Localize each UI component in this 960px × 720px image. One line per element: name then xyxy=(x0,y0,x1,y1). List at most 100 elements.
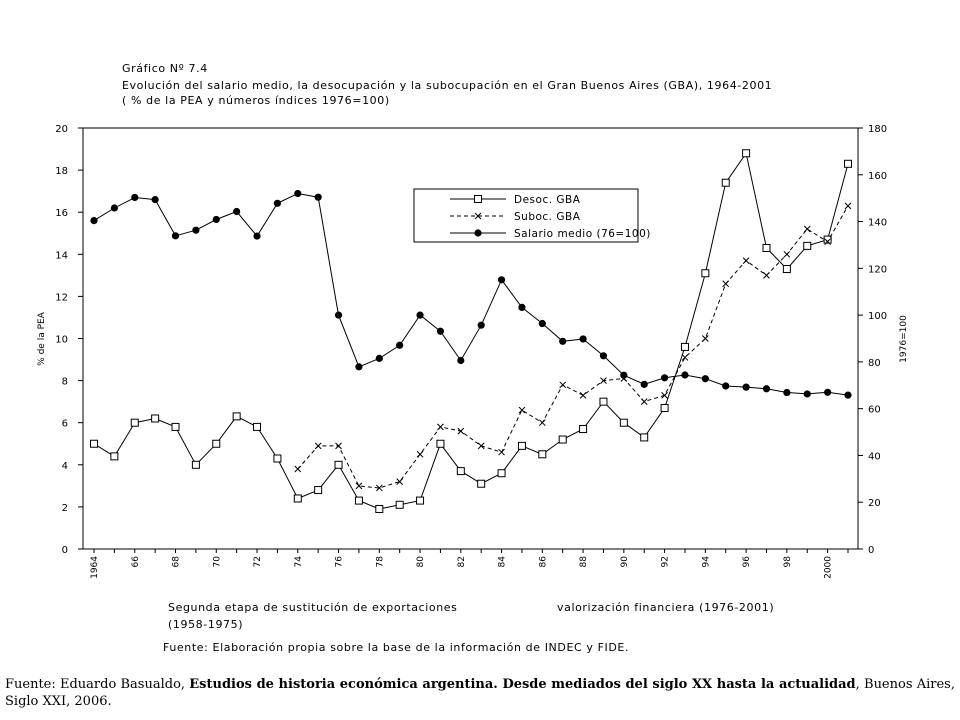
data-point-desoc xyxy=(90,439,98,448)
data-point-suboc xyxy=(803,225,811,233)
data-point-salario xyxy=(110,204,118,212)
y-right-tick-label: 40 xyxy=(868,451,881,462)
data-point-desoc xyxy=(456,467,465,476)
data-point-desoc xyxy=(110,452,119,461)
y-left-tick-label: 14 xyxy=(55,250,68,261)
legend-swatch-square xyxy=(474,195,482,203)
data-point-suboc xyxy=(640,398,648,406)
data-point-suboc xyxy=(294,465,302,473)
data-point-desoc xyxy=(253,422,262,431)
data-point-desoc xyxy=(701,269,710,278)
chart-title-line2: Evolución del salario medio, la desocupa… xyxy=(122,79,772,92)
legend-swatch-x xyxy=(474,212,482,220)
data-point-salario xyxy=(192,226,200,234)
data-point-desoc xyxy=(762,243,771,252)
caption-prefix: Fuente: Eduardo Basualdo, xyxy=(5,677,190,692)
data-point-desoc xyxy=(171,422,180,431)
data-point-salario xyxy=(273,199,282,207)
caption-suffix: , Buenos Aires, Siglo XXI, 2006. xyxy=(5,677,955,709)
data-point-desoc xyxy=(395,500,404,509)
data-point-salario xyxy=(660,374,669,382)
data-point-desoc xyxy=(273,454,282,463)
data-point-salario xyxy=(314,193,322,201)
y-left-tick-label: 8 xyxy=(62,377,68,388)
data-point-salario xyxy=(436,327,445,335)
data-point-suboc xyxy=(375,484,383,492)
data-point-salario xyxy=(457,356,465,365)
legend-label: Suboc. GBA xyxy=(514,211,581,223)
x-tick-label: 92 xyxy=(661,556,671,567)
x-tick-label: 98 xyxy=(783,556,793,568)
x-tick-label: 1964 xyxy=(90,556,100,579)
y-right-tick-label: 20 xyxy=(868,498,881,509)
data-point-suboc xyxy=(518,406,526,414)
data-point-desoc xyxy=(599,397,608,406)
data-point-suboc xyxy=(457,427,465,435)
data-point-salario xyxy=(497,276,506,284)
data-point-desoc xyxy=(354,496,363,505)
data-point-salario xyxy=(538,319,546,328)
x-tick-label: 84 xyxy=(498,556,508,568)
legend-label: Desoc. GBA xyxy=(514,194,581,206)
chart-title-line3: ( % de la PEA y números índices 1976=100… xyxy=(122,94,390,107)
x-tick-label: 72 xyxy=(253,556,263,567)
data-point-salario xyxy=(131,193,139,202)
y-left-tick-label: 20 xyxy=(55,124,68,135)
data-point-desoc xyxy=(497,469,506,478)
data-point-salario xyxy=(334,311,343,319)
data-point-desoc xyxy=(619,418,628,427)
data-point-desoc xyxy=(334,460,343,469)
data-point-suboc xyxy=(579,391,587,399)
data-point-desoc xyxy=(660,403,669,412)
period-label-1-line2: (1958-1975) xyxy=(168,618,243,631)
data-point-desoc xyxy=(416,496,425,505)
data-point-salario xyxy=(396,341,404,349)
data-point-salario xyxy=(844,391,852,399)
y-right-tick-label: 180 xyxy=(868,124,887,135)
data-point-suboc xyxy=(396,478,404,485)
x-tick-label: 2000 xyxy=(824,556,834,579)
data-point-desoc xyxy=(558,435,567,444)
data-point-desoc xyxy=(844,159,852,168)
data-point-suboc xyxy=(661,391,668,399)
data-point-salario xyxy=(803,390,811,398)
series-line-2 xyxy=(297,205,849,489)
legend-swatch-dot xyxy=(474,229,482,237)
data-point-desoc xyxy=(782,265,791,274)
plot-marks xyxy=(90,149,852,514)
data-point-suboc xyxy=(538,419,546,427)
x-tick-label: 94 xyxy=(701,556,711,568)
data-point-salario xyxy=(171,232,180,240)
y-left-tick-label: 0 xyxy=(62,545,68,556)
data-point-suboc xyxy=(355,482,363,490)
legend: Desoc. GBA Suboc. GBA Salario medio (76=10… xyxy=(413,188,650,243)
data-point-desoc xyxy=(436,439,445,448)
caption-book-title: Estudios de historia económica argentina… xyxy=(189,677,856,692)
data-point-desoc xyxy=(375,505,384,514)
data-point-suboc xyxy=(742,257,750,264)
y-axis-label-right: 1976=100 xyxy=(899,315,909,363)
chart: Gráfico Nº 7.4 Evolución del salario med… xyxy=(37,62,909,654)
data-point-suboc xyxy=(722,280,730,288)
x-tick-label: 82 xyxy=(457,556,467,567)
y-left-tick-label: 16 xyxy=(55,208,68,219)
y-axis-label-left: % de la PEA xyxy=(37,311,47,366)
x-tick-label: 90 xyxy=(620,556,630,568)
y-right-tick-label: 140 xyxy=(868,218,887,229)
data-point-salario xyxy=(742,383,750,391)
data-point-salario xyxy=(783,388,791,397)
data-point-salario xyxy=(518,303,526,311)
data-point-desoc xyxy=(640,433,649,442)
data-point-desoc xyxy=(293,494,302,503)
data-point-salario xyxy=(375,354,383,362)
data-point-desoc xyxy=(823,235,832,244)
y-right-tick-label: 120 xyxy=(868,264,887,275)
x-tick-label: 86 xyxy=(538,556,548,568)
data-point-suboc xyxy=(559,381,567,389)
data-point-desoc xyxy=(721,178,730,187)
y-left-tick-label: 2 xyxy=(62,503,68,514)
data-point-desoc xyxy=(742,149,751,158)
x-tick-label: 76 xyxy=(335,556,345,568)
x-tick-label: 68 xyxy=(172,556,182,568)
x-tick-label: 80 xyxy=(416,556,426,568)
